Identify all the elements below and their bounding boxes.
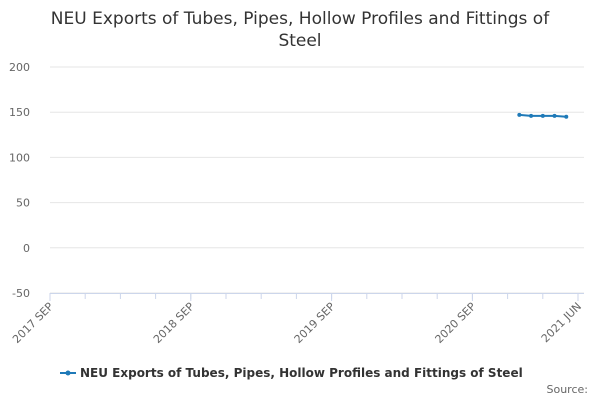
- legend-item: NEU Exports of Tubes, Pipes, Hollow Prof…: [60, 366, 523, 380]
- x-tick-label: 2017 SEP: [10, 300, 56, 346]
- source: Source:: [547, 383, 589, 396]
- y-tick-label: 200: [9, 61, 30, 74]
- data-point: [529, 113, 534, 118]
- data-point: [540, 113, 545, 118]
- x-tick-label: 2019 SEP: [292, 300, 338, 346]
- y-tick-label: 150: [9, 106, 30, 119]
- chart-title: NEU Exports of Tubes, Pipes, Hollow Prof…: [51, 9, 550, 51]
- legend-marker: [65, 370, 71, 376]
- title-line: NEU Exports of Tubes, Pipes, Hollow Prof…: [51, 9, 550, 29]
- y-tick-label: -50: [12, 287, 30, 300]
- y-tick-label: 100: [9, 151, 30, 164]
- data-point: [552, 113, 557, 118]
- data-point: [564, 114, 569, 119]
- title-line: Steel: [278, 31, 321, 51]
- x-tick-label: 2020 SEP: [433, 300, 479, 346]
- x-tick-label: 2018 SEP: [151, 300, 197, 346]
- y-tick-label: 50: [16, 197, 30, 210]
- legend-label: NEU Exports of Tubes, Pipes, Hollow Prof…: [80, 366, 523, 380]
- x-tick-label: 2021 JUN: [539, 300, 584, 345]
- y-tick-label: 0: [23, 242, 30, 255]
- data-point: [517, 112, 522, 117]
